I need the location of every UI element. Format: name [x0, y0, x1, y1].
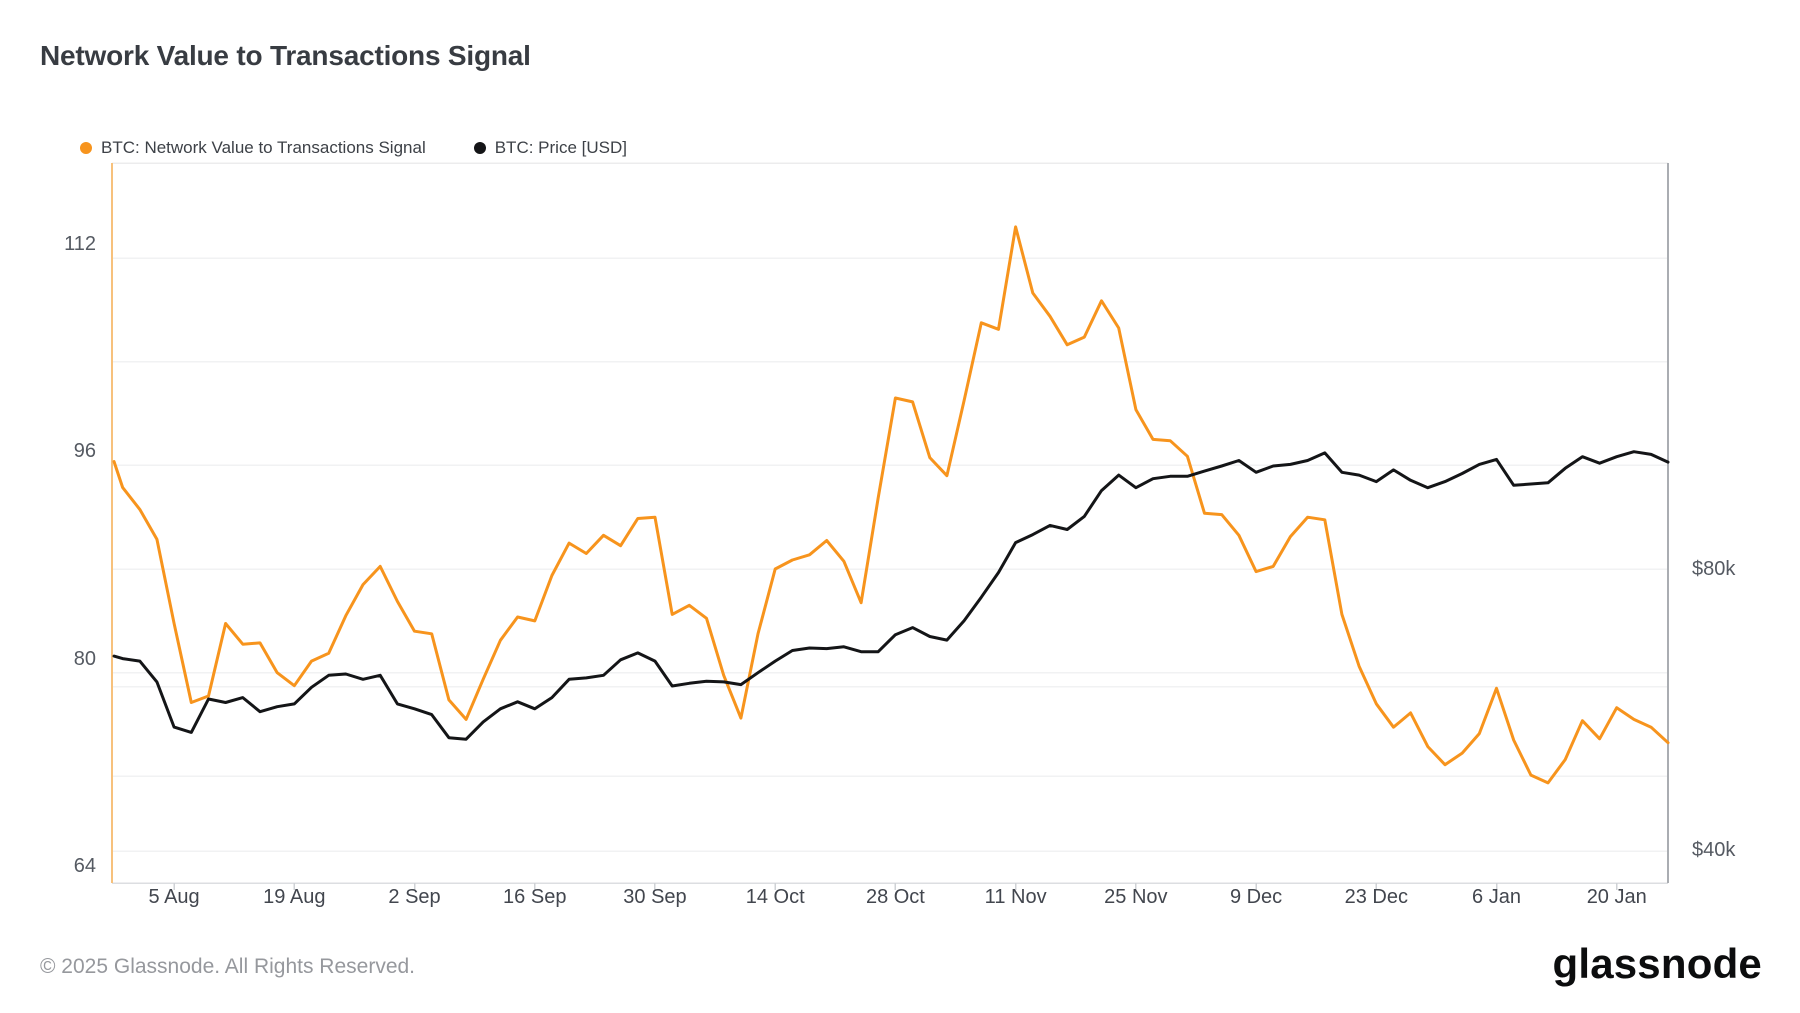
left-axis-tick-label: 96	[73, 440, 96, 463]
left-axis-tick-label: 112	[64, 233, 96, 255]
chart-legend: BTC: Network Value to Transactions Signa…	[80, 138, 627, 158]
x-axis-tick-label: 6 Jan	[1472, 886, 1521, 908]
legend-item-nvt-signal[interactable]: BTC: Network Value to Transactions Signa…	[80, 138, 426, 158]
x-axis-tick-label: 11 Nov	[984, 886, 1047, 908]
copyright-text: © 2025 Glassnode. All Rights Reserved.	[40, 955, 416, 978]
page-title: Network Value to Transactions Signal	[40, 40, 531, 71]
price-series-color-dot-icon	[473, 142, 486, 154]
x-axis-tick-label: 14 Oct	[745, 886, 805, 908]
price-series-line	[112, 450, 1670, 741]
legend-label-btc-price: BTC: Price [USD]	[494, 138, 627, 157]
x-axis-tick-label: 28 Oct	[865, 886, 925, 908]
legend-label-nvt-signal: BTC: Network Value to Transactions Signa…	[101, 138, 426, 157]
legend-item-btc-price[interactable]: BTC: Price [USD]	[473, 138, 627, 158]
nvt-series-color-dot-icon	[80, 142, 92, 154]
x-axis-tick-label: 19 Aug	[263, 886, 326, 908]
left-axis-tick-label: 80	[73, 647, 96, 670]
nvt-series-line	[112, 225, 1670, 785]
right-axis-tick-label: $40k	[1692, 839, 1736, 861]
x-axis-tick-label: 25 Nov	[1104, 886, 1168, 908]
x-axis-tick-label: 23 Dec	[1344, 886, 1408, 908]
x-axis-tick-label: 5 Aug	[148, 886, 200, 908]
x-axis-tick-label: 2 Sep	[388, 886, 441, 908]
glassnode-logo: glassnode	[1552, 940, 1762, 987]
chart-plot-area[interactable]	[112, 163, 1668, 883]
x-axis-tick-label: 9 Dec	[1229, 886, 1283, 908]
right-axis-tick-label: $80k	[1692, 558, 1736, 580]
left-axis-tick-label: 64	[73, 855, 96, 878]
x-axis-tick-label: 30 Sep	[623, 886, 687, 908]
x-axis-tick-label: 20 Jan	[1586, 886, 1647, 908]
x-axis-tick-label: 16 Sep	[503, 886, 567, 908]
